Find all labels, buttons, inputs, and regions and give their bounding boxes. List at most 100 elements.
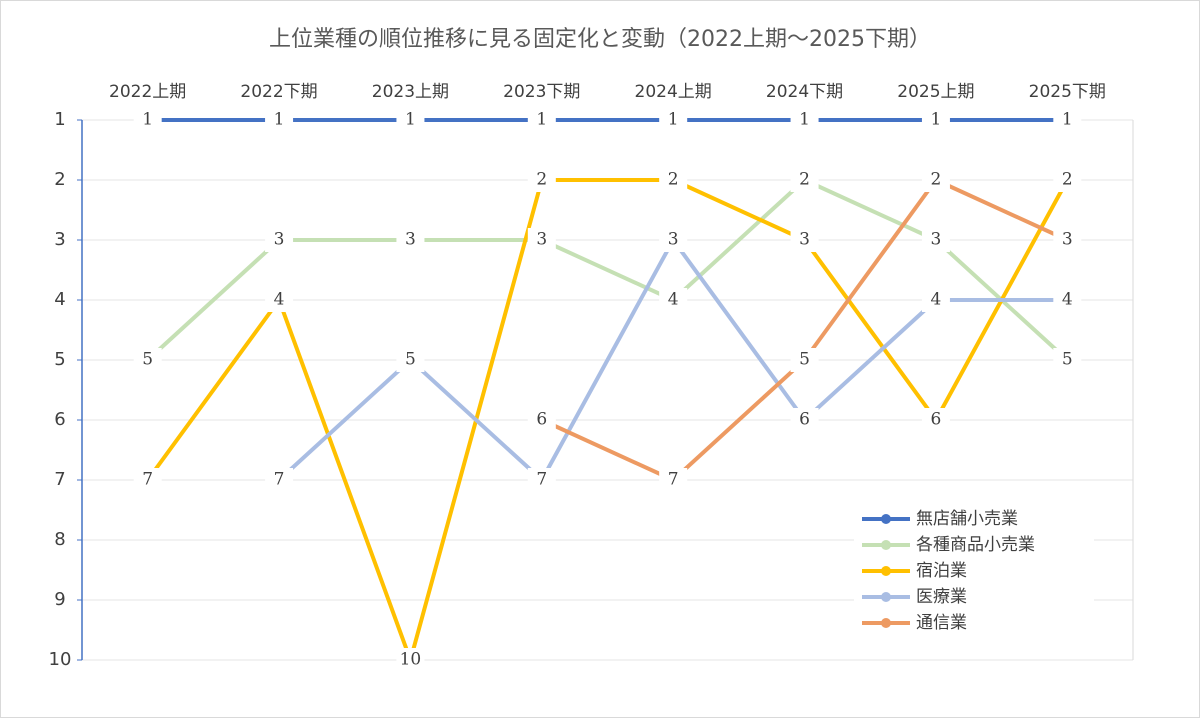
label-bg: [921, 168, 950, 192]
label-bg: [790, 408, 819, 432]
data-label: 5: [142, 350, 153, 370]
data-label: 6: [799, 410, 810, 430]
data-label: 6: [931, 410, 942, 430]
data-label: 1: [931, 110, 942, 130]
data-label: 1: [536, 110, 547, 130]
legend-label: 医療業: [916, 587, 967, 607]
label-bg: [396, 108, 425, 132]
legend-marker: [881, 566, 891, 576]
data-label: 2: [931, 170, 942, 190]
label-bg: [659, 468, 688, 492]
x-tick-label: 2025上期: [897, 82, 974, 102]
data-label: 1: [142, 110, 153, 130]
x-tick-label: 2022上期: [109, 82, 186, 102]
legend-label: 通信業: [916, 613, 967, 633]
x-tick-label: 2023上期: [372, 82, 449, 102]
chart-title: 上位業種の順位推移に見る固定化と変動（2022上期～2025下期）: [269, 27, 931, 52]
label-bg: [133, 108, 162, 132]
label-bg: [659, 108, 688, 132]
label-bg: [1053, 108, 1082, 132]
data-label: 4: [931, 290, 942, 310]
data-label: 7: [142, 470, 153, 490]
y-tick-label: 2: [54, 169, 65, 190]
label-bg: [527, 108, 556, 132]
label-bg: [921, 288, 950, 312]
label-bg: [265, 228, 294, 252]
data-label: 1: [1062, 110, 1073, 130]
data-label: 7: [668, 470, 679, 490]
y-tick-label: 8: [54, 529, 65, 550]
label-bg: [790, 168, 819, 192]
data-label: 5: [799, 350, 810, 370]
label-bg: [659, 228, 688, 252]
data-label: 5: [1062, 350, 1073, 370]
label-bg: [1053, 228, 1082, 252]
y-tick-label: 3: [54, 229, 65, 250]
data-label: 7: [536, 470, 547, 490]
data-label: 1: [274, 110, 285, 130]
data-label: 7: [274, 470, 285, 490]
label-bg: [396, 228, 425, 252]
x-tick-label: 2022下期: [240, 82, 317, 102]
data-label: 4: [1062, 290, 1073, 310]
legend-marker: [881, 592, 891, 602]
x-tick-label: 2024下期: [766, 82, 843, 102]
y-tick-label: 9: [54, 589, 65, 610]
label-bg: [527, 228, 556, 252]
label-bg: [133, 348, 162, 372]
x-tick-label: 2025下期: [1029, 82, 1106, 102]
data-label: 3: [1062, 230, 1073, 250]
label-bg: [921, 108, 950, 132]
data-label: 3: [799, 230, 810, 250]
y-tick-label: 7: [54, 469, 65, 490]
data-label: 1: [799, 110, 810, 130]
label-bg: [1053, 348, 1082, 372]
legend-label: 宿泊業: [916, 561, 967, 581]
data-label: 5: [405, 350, 416, 370]
y-tick-label: 1: [54, 109, 65, 130]
data-label: 3: [668, 230, 679, 250]
label-bg: [133, 468, 162, 492]
x-tick-label: 2023下期: [503, 82, 580, 102]
series-line: [146, 178, 1070, 662]
data-label: 10: [400, 650, 422, 670]
data-label: 2: [536, 170, 547, 190]
x-tick-label: 2024上期: [635, 82, 712, 102]
data-label: 4: [274, 290, 285, 310]
data-label: 3: [405, 230, 416, 250]
data-label: 2: [668, 170, 679, 190]
data-label: 6: [536, 410, 547, 430]
label-bg: [790, 348, 819, 372]
label-bg: [659, 288, 688, 312]
y-tick-label: 5: [54, 349, 65, 370]
data-label: 3: [536, 230, 547, 250]
label-bg: [527, 408, 556, 432]
label-bg: [790, 228, 819, 252]
y-tick-label: 10: [49, 649, 72, 670]
label-bg: [921, 228, 950, 252]
label-bg: [790, 108, 819, 132]
series-line: [146, 178, 1069, 362]
y-tick-label: 4: [54, 289, 65, 310]
label-bg: [396, 648, 425, 672]
data-label: 2: [1062, 170, 1073, 190]
label-bg: [396, 348, 425, 372]
legend-marker: [881, 618, 891, 628]
label-bg: [921, 408, 950, 432]
legend-marker: [881, 540, 891, 550]
data-label: 2: [799, 170, 810, 190]
label-bg: [265, 468, 294, 492]
data-label: 4: [668, 290, 679, 310]
label-bg: [265, 288, 294, 312]
legend-label: 無店舗小売業: [916, 509, 1018, 529]
legend-label: 各種商品小売業: [916, 535, 1035, 555]
data-label: 1: [668, 110, 679, 130]
data-label: 1: [405, 110, 416, 130]
data-label: 3: [274, 230, 285, 250]
data-label: 3: [931, 230, 942, 250]
y-tick-label: 6: [54, 409, 65, 430]
label-bg: [659, 168, 688, 192]
label-bg: [527, 168, 556, 192]
label-bg: [265, 108, 294, 132]
